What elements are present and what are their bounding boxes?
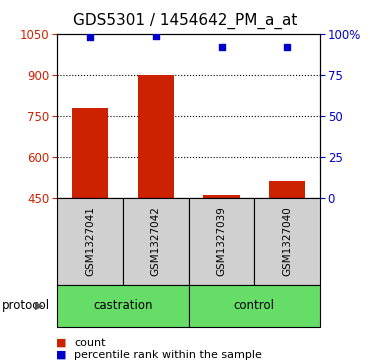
Point [284, 44, 290, 50]
Bar [269, 182, 305, 198]
Text: count: count [74, 338, 105, 348]
Bar [138, 75, 174, 198]
Text: GDS5301 / 1454642_PM_a_at: GDS5301 / 1454642_PM_a_at [73, 13, 297, 29]
Text: GSM1327040: GSM1327040 [282, 207, 292, 276]
Point [153, 33, 159, 39]
Text: GSM1327039: GSM1327039 [216, 207, 226, 276]
Text: GSM1327041: GSM1327041 [85, 207, 95, 276]
Text: ■: ■ [56, 350, 66, 360]
Bar [72, 108, 108, 198]
Text: GSM1327042: GSM1327042 [151, 207, 161, 276]
Text: protocol: protocol [2, 299, 50, 312]
Text: ▶: ▶ [35, 301, 43, 311]
Bar [204, 195, 240, 198]
Text: castration: castration [93, 299, 153, 312]
Text: ■: ■ [56, 338, 66, 348]
Point [219, 44, 225, 50]
Point [87, 34, 93, 40]
Text: percentile rank within the sample: percentile rank within the sample [74, 350, 262, 360]
Text: control: control [234, 299, 275, 312]
